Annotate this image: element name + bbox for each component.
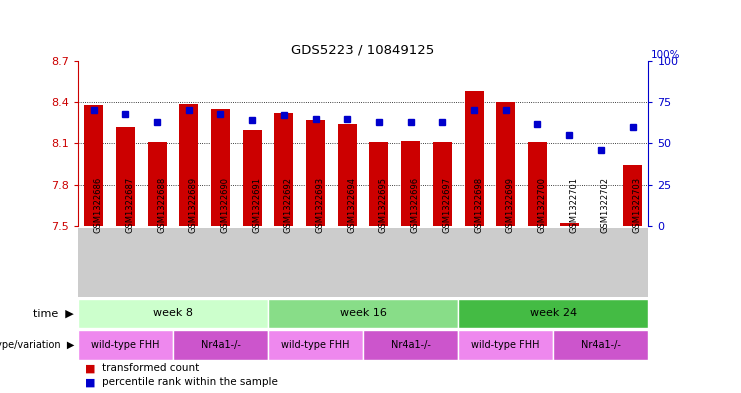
Bar — [458, 330, 554, 360]
Text: GSM1322699: GSM1322699 — [505, 178, 515, 233]
Text: time  ▶: time ▶ — [33, 309, 74, 318]
Text: GSM1322700: GSM1322700 — [537, 178, 546, 233]
Bar — [179, 103, 199, 226]
Text: ■: ■ — [85, 364, 96, 373]
Text: Nr4a1-/-: Nr4a1-/- — [581, 340, 621, 350]
Bar — [78, 330, 173, 360]
Text: genotype/variation  ▶: genotype/variation ▶ — [0, 340, 74, 350]
Text: GSM1322695: GSM1322695 — [379, 178, 388, 233]
Bar — [306, 120, 325, 226]
Text: GSM1322687: GSM1322687 — [125, 177, 134, 233]
Text: GDS5223 / 10849125: GDS5223 / 10849125 — [291, 44, 435, 57]
Text: GSM1322691: GSM1322691 — [252, 178, 261, 233]
Bar — [554, 330, 648, 360]
Bar — [458, 299, 648, 328]
Text: wild-type FHH: wild-type FHH — [91, 340, 159, 350]
Text: week 16: week 16 — [339, 309, 387, 318]
Text: wild-type FHH: wild-type FHH — [282, 340, 350, 350]
Bar — [528, 142, 547, 226]
Text: GSM1322693: GSM1322693 — [316, 177, 325, 233]
Text: week 8: week 8 — [153, 309, 193, 318]
Text: 100%: 100% — [651, 50, 681, 59]
Text: GSM1322696: GSM1322696 — [411, 177, 419, 233]
Bar — [173, 330, 268, 360]
Bar — [78, 299, 268, 328]
Text: GSM1322697: GSM1322697 — [442, 177, 451, 233]
Text: GSM1322692: GSM1322692 — [284, 178, 293, 233]
Bar — [116, 127, 135, 226]
Text: Nr4a1-/-: Nr4a1-/- — [201, 340, 240, 350]
Text: GSM1322688: GSM1322688 — [157, 177, 166, 233]
Bar — [433, 142, 452, 226]
Bar — [268, 299, 458, 328]
Text: wild-type FHH: wild-type FHH — [471, 340, 540, 350]
Bar — [559, 223, 579, 226]
Text: week 24: week 24 — [530, 309, 576, 318]
Text: GSM1322698: GSM1322698 — [474, 177, 483, 233]
Text: GSM1322689: GSM1322689 — [189, 177, 198, 233]
Text: percentile rank within the sample: percentile rank within the sample — [102, 377, 277, 387]
Text: GSM1322690: GSM1322690 — [221, 178, 230, 233]
Text: Nr4a1-/-: Nr4a1-/- — [391, 340, 431, 350]
Bar — [338, 124, 356, 226]
Bar — [274, 113, 293, 226]
Bar — [242, 130, 262, 226]
Text: GSM1322702: GSM1322702 — [601, 178, 610, 233]
Bar — [623, 165, 642, 226]
Text: GSM1322703: GSM1322703 — [633, 177, 642, 233]
Text: GSM1322686: GSM1322686 — [93, 177, 103, 233]
Bar — [211, 109, 230, 226]
Text: transformed count: transformed count — [102, 364, 199, 373]
Bar — [84, 105, 103, 226]
Bar — [401, 141, 420, 226]
Bar — [147, 142, 167, 226]
Text: GSM1322694: GSM1322694 — [348, 178, 356, 233]
Bar — [363, 330, 458, 360]
Text: ■: ■ — [85, 377, 96, 387]
Bar — [268, 330, 363, 360]
Text: GSM1322701: GSM1322701 — [569, 178, 578, 233]
Bar — [496, 102, 515, 226]
Bar — [465, 91, 484, 226]
Bar — [370, 142, 388, 226]
